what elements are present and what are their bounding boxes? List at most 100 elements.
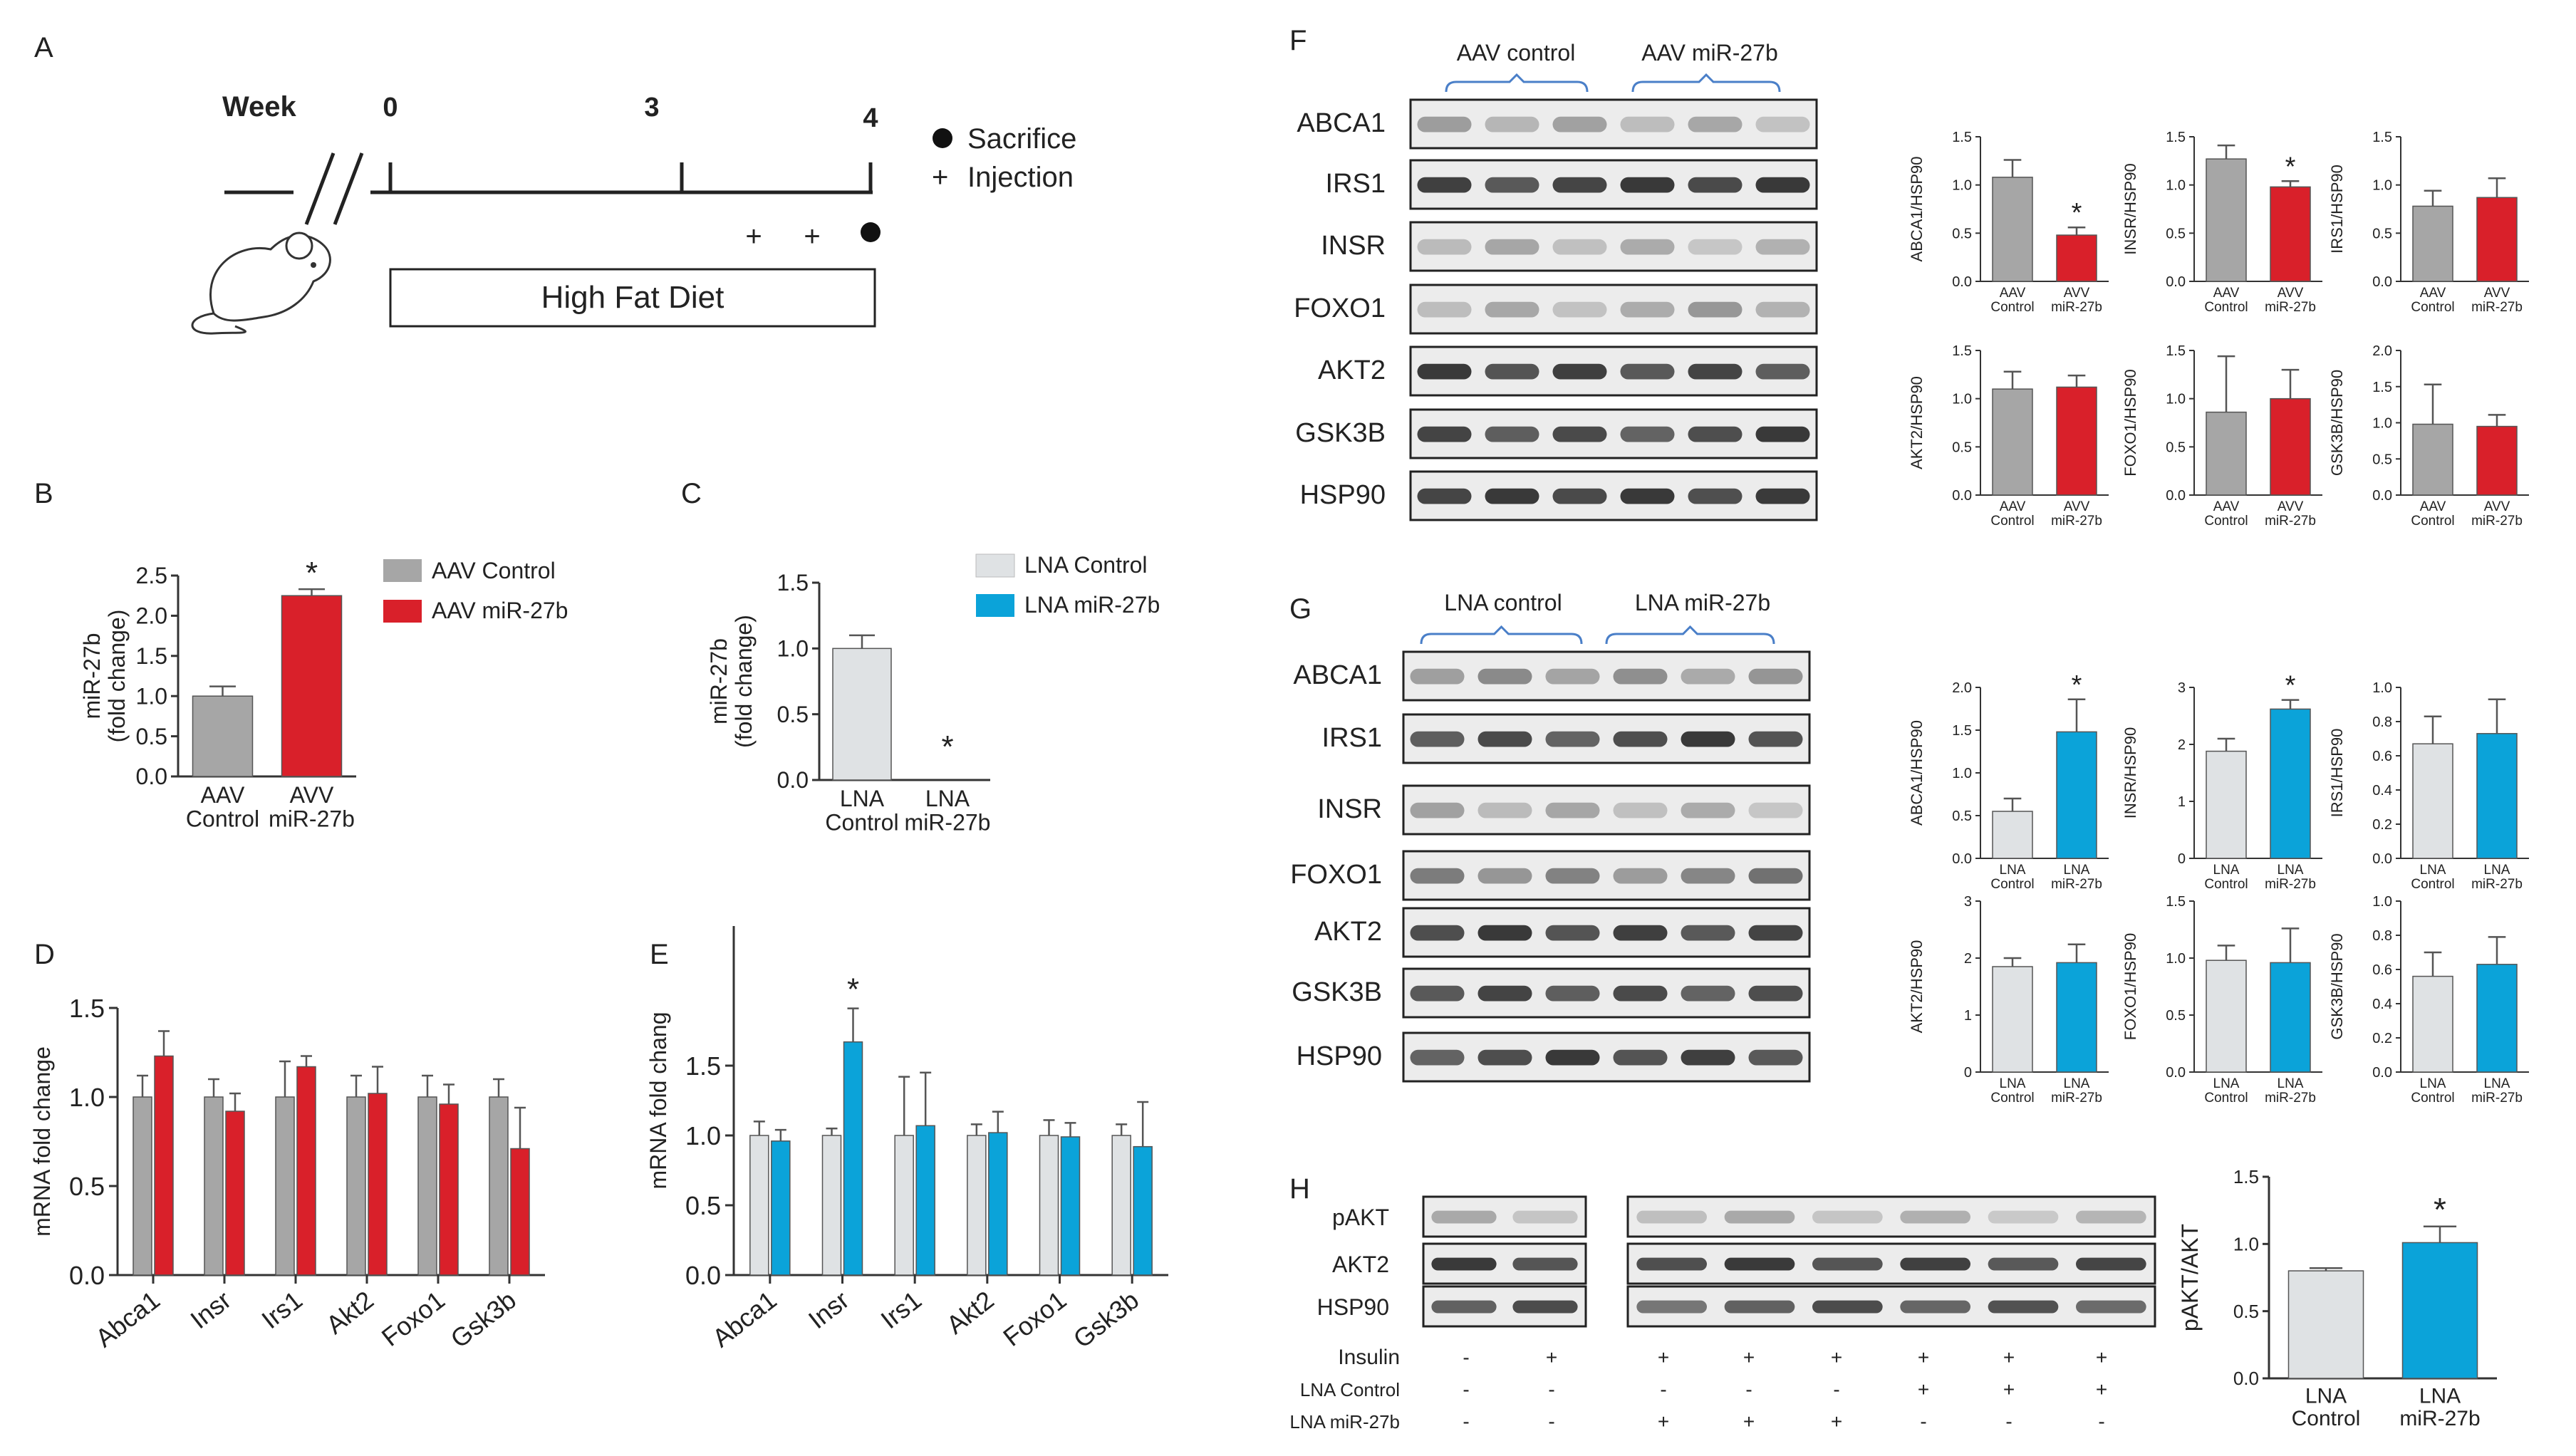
- significance-label: *: [2072, 198, 2082, 228]
- blot-frame: [1409, 470, 1818, 521]
- blot-band: [1620, 488, 1675, 504]
- bar: [2056, 234, 2097, 282]
- bar: [133, 1096, 152, 1276]
- y-axis-label: pAKT/AKT: [2177, 1224, 2203, 1331]
- x-tick-label: Akt2: [941, 1285, 999, 1340]
- y-tick-label: 1.5: [2166, 130, 2186, 145]
- x-tick-label: LNA miR-27b: [2471, 1076, 2523, 1106]
- bar: [2270, 962, 2311, 1073]
- blot-frame: [1409, 159, 1818, 210]
- y-tick-label: 1.0: [2372, 178, 2392, 194]
- blot-frame: [1409, 284, 1818, 335]
- blot-band: [1636, 1257, 1707, 1271]
- condition-value: -: [1463, 1378, 1469, 1400]
- week-tick-3: 3: [644, 93, 659, 123]
- y-tick-label: 2: [2178, 737, 2186, 753]
- text-line: FOXO1/HSP90: [2121, 369, 2139, 476]
- y-tick-label: 0.6: [2372, 749, 2392, 764]
- y-tick-label: 0.5: [2372, 226, 2392, 241]
- diet-label: High Fat Diet: [541, 280, 724, 315]
- group-bracket: [1420, 625, 1583, 645]
- panel-label-H: H: [1289, 1173, 1310, 1205]
- x-tick-label: AAV Control: [1990, 286, 2034, 315]
- blot-band: [1636, 1210, 1707, 1224]
- text-line: Control: [1990, 877, 2034, 892]
- y-tick-label: 0: [2178, 851, 2186, 867]
- significance-label: *: [941, 729, 953, 764]
- blot-band: [1545, 985, 1600, 1002]
- bar: [2206, 960, 2247, 1073]
- text-line: pAKT/AKT: [2177, 1224, 2203, 1331]
- bar: [1060, 1136, 1081, 1276]
- text-line: LNA: [2000, 1076, 2026, 1091]
- text-line: AVV: [2278, 286, 2304, 301]
- bar: [843, 1041, 863, 1276]
- protein-label: ABCA1: [1293, 660, 1382, 690]
- x-tick-label: Irs1: [256, 1285, 308, 1334]
- significance-label: *: [2285, 671, 2296, 701]
- text-line: AAV: [2420, 499, 2446, 514]
- text-line: miR-27b: [2265, 877, 2316, 892]
- blot-band: [1681, 1049, 1735, 1066]
- text-line: IRS1/HSP90: [2328, 165, 2346, 254]
- bar: [204, 1096, 224, 1276]
- bar: [417, 1096, 437, 1276]
- y-tick-label: 1.0: [2233, 1233, 2259, 1254]
- x-tick-label: LNA Control: [2411, 1076, 2454, 1106]
- y-tick-label: 1.0: [2166, 951, 2186, 967]
- mouse-tail: [191, 312, 246, 335]
- text-line: miR-27b: [2051, 1091, 2102, 1106]
- group-bracket: [1605, 625, 1775, 645]
- week-tick-4: 4: [863, 103, 878, 133]
- bar: [821, 1135, 842, 1276]
- condition-value: +: [1658, 1346, 1669, 1368]
- condition-value: -: [2098, 1410, 2104, 1432]
- text-line: Control: [2204, 877, 2248, 892]
- blot-band: [1410, 668, 1465, 685]
- text-line: Control: [825, 809, 898, 835]
- bar: [2206, 158, 2247, 282]
- x-tick-label: LNA Control: [2292, 1385, 2361, 1431]
- mouse-ear: [285, 232, 313, 260]
- sacrifice-marker: [861, 222, 881, 242]
- condition-value: -: [1745, 1378, 1752, 1400]
- x-tick-label: AVV miR-27b: [269, 782, 355, 832]
- text-line: miR-27b: [706, 638, 732, 724]
- text-line: miR-27b: [2265, 514, 2316, 529]
- condition-value: -: [1463, 1410, 1469, 1432]
- x-tick-label: AAV Control: [1990, 499, 2034, 529]
- y-axis-label: mRNA fold change: [29, 1046, 55, 1237]
- blot-band: [1552, 363, 1607, 380]
- text-line: Control: [186, 806, 259, 831]
- text-line: IRS1/HSP90: [2328, 729, 2346, 818]
- y-tick-label: 0.0: [2372, 851, 2392, 867]
- text-line: GSK3B/HSP90: [2328, 370, 2346, 476]
- blot-frame: [1402, 1031, 1811, 1083]
- y-tick-label: 2.0: [136, 603, 167, 629]
- legend-injection-label: Injection: [967, 162, 1074, 193]
- blot-band: [1485, 426, 1539, 442]
- text-line: LNA: [2213, 1076, 2240, 1091]
- chart-D: 0.0 0.5 1.0 1.5 mRNA fold change Abca1 Insr Irs…: [29, 994, 545, 1353]
- y-tick-label: 0.5: [2166, 1008, 2186, 1024]
- bar: [2412, 205, 2453, 282]
- blot-frame: [1402, 967, 1811, 1019]
- group-label: AAV control: [1457, 40, 1576, 66]
- condition-value: +: [2096, 1378, 2107, 1400]
- y-axis-label: GSK3B/HSP90: [2328, 370, 2346, 476]
- x-tick-label: Irs1: [876, 1285, 928, 1334]
- bar: [2056, 386, 2097, 496]
- y-axis-label: ABCA1/HSP90: [1908, 720, 1926, 826]
- y-tick-label: 0.5: [69, 1172, 105, 1201]
- text-line: AAV: [2213, 286, 2240, 301]
- text-line: miR-27b: [2471, 514, 2523, 529]
- y-axis-label: FOXO1/HSP90: [2121, 933, 2139, 1040]
- blot-frame: [1626, 1195, 2156, 1238]
- condition-value: -: [1833, 1378, 1839, 1400]
- bar: [1133, 1145, 1153, 1276]
- blot-band: [1613, 868, 1668, 884]
- significance-label: *: [2285, 152, 2296, 182]
- bar: [2401, 1242, 2478, 1379]
